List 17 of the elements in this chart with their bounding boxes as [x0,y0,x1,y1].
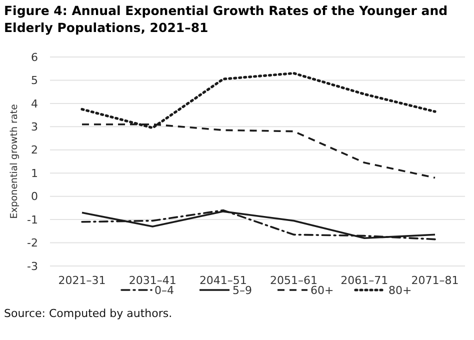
chart-title: Figure 4: Annual Exponential Growth Rates of the Younger and Elderly Populations, 2021–81 [4,3,448,35]
legend-label: 80+ [388,284,412,297]
y-tick-label: -3 [27,260,38,273]
y-tick-label: 4 [31,97,38,110]
source-note: Source: Computed by authors. [4,307,172,320]
y-tick-label: 1 [31,166,38,180]
y-tick-label: -2 [27,236,38,250]
x-tick-label: 2021–31 [58,274,106,287]
y-tick-label: 6 [31,50,38,64]
y-axis-title: Exponential growth rate [9,104,20,219]
y-tick-label: 5 [31,74,38,88]
x-tick-label: 2071–81 [411,274,459,287]
y-tick-label: 0 [31,190,38,204]
y-tick-label: -1 [27,213,38,226]
x-tick-label: 2061–71 [340,274,388,287]
y-tick-label: 2 [31,144,38,157]
y-tick-label: 3 [31,120,38,134]
